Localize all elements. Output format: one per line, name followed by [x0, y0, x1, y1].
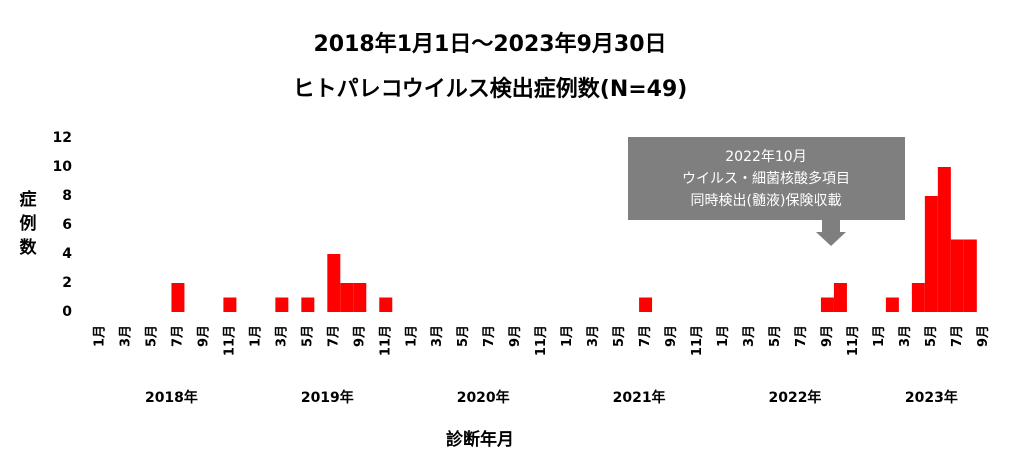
annotation-text: 同時検出(髄液)保険収載 [691, 193, 842, 209]
x-tick-label: 9月 [352, 325, 367, 347]
bar [275, 297, 289, 312]
x-tick-label: 1月 [404, 325, 419, 347]
bar [301, 297, 315, 312]
x-tick-label: 7月 [326, 325, 341, 347]
bar [924, 196, 938, 312]
x-tick-label: 1月 [248, 325, 263, 347]
bar [639, 297, 653, 312]
x-tick-label: 3月 [274, 325, 289, 347]
y-tick-label: 6 [62, 217, 72, 233]
x-tick-label: 11月 [534, 325, 549, 356]
x-tick-label: 7月 [638, 325, 653, 347]
x-tick-label: 5月 [144, 325, 159, 347]
x-tick-label: 5月 [612, 325, 627, 347]
bar [223, 297, 237, 312]
x-tick-label: 3月 [898, 325, 913, 347]
y-tick-label: 4 [62, 246, 72, 262]
bar [963, 239, 977, 312]
bar [950, 239, 964, 312]
x-tick-label: 9月 [196, 325, 211, 347]
bar [171, 283, 185, 312]
year-label: 2021年 [613, 389, 666, 406]
chart-subtitle: ヒトパレコウイルス検出症例数(N=49) [293, 76, 688, 102]
x-tick-label: 5月 [924, 325, 939, 347]
bar [379, 297, 393, 312]
annotation-text: ウイルス・細菌核酸多項目 [682, 170, 850, 187]
x-tick-label: 1月 [872, 325, 887, 347]
x-tick-label: 1月 [92, 325, 107, 347]
bar [820, 297, 834, 312]
y-tick-label: 2 [62, 275, 72, 291]
x-tick-label: 9月 [976, 325, 991, 347]
x-tick-label: 5月 [300, 325, 315, 347]
x-tick-label: 1月 [560, 325, 575, 347]
x-tick-label: 11月 [378, 325, 393, 356]
x-tick-label: 9月 [508, 325, 523, 347]
x-tick-label: 3月 [118, 325, 133, 347]
y-axis-label: 数 [20, 237, 38, 258]
bar [327, 254, 341, 312]
x-tick-label: 1月 [716, 325, 731, 347]
annotation-box [628, 137, 905, 220]
annotation-arrow-stem [822, 220, 840, 233]
x-tick-label: 5月 [456, 325, 471, 347]
x-tick-label: 9月 [664, 325, 679, 347]
x-axis-label: 診断年月 [446, 429, 514, 450]
year-label: 2019年 [301, 389, 354, 406]
x-tick-label: 5月 [768, 325, 783, 347]
x-tick-label: 7月 [950, 325, 965, 347]
x-tick-label: 9月 [820, 325, 835, 347]
annotation-text: 2022年10月 [725, 149, 806, 165]
x-tick-label: 11月 [222, 325, 237, 356]
x-tick-label: 7月 [794, 325, 809, 347]
y-tick-label: 0 [62, 304, 72, 320]
bar [340, 283, 354, 312]
y-tick-label: 12 [53, 130, 72, 146]
y-axis-label: 症 [20, 189, 37, 210]
bar [937, 167, 951, 312]
y-axis-label: 例 [20, 213, 37, 234]
x-tick-label: 7月 [482, 325, 497, 347]
chart-title: 2018年1月1日～2023年9月30日 [314, 31, 667, 57]
annotation-arrow [816, 232, 846, 246]
bar [885, 297, 899, 312]
x-tick-label: 3月 [742, 325, 757, 347]
x-tick-label: 7月 [170, 325, 185, 347]
x-tick-label: 11月 [690, 325, 705, 356]
year-label: 2022年 [768, 389, 821, 406]
y-tick-label: 8 [62, 188, 72, 204]
year-label: 2020年 [457, 389, 510, 406]
year-label: 2023年 [905, 389, 958, 406]
x-tick-label: 11月 [846, 325, 861, 356]
bar [833, 283, 847, 312]
year-label: 2018年 [145, 389, 198, 406]
y-tick-label: 10 [53, 159, 73, 175]
bar [911, 283, 925, 312]
x-tick-label: 3月 [430, 325, 445, 347]
bar [353, 283, 367, 312]
x-tick-label: 3月 [586, 325, 601, 347]
